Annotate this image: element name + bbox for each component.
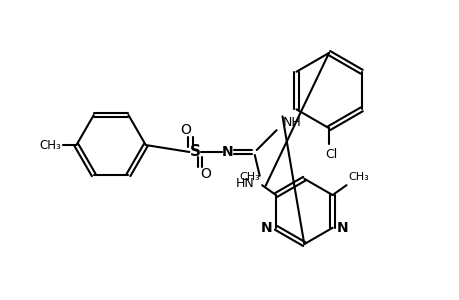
Text: CH₃: CH₃ xyxy=(40,139,62,152)
Text: Cl: Cl xyxy=(324,148,336,161)
Text: N: N xyxy=(336,221,347,235)
Text: O: O xyxy=(199,167,210,181)
Text: O: O xyxy=(179,123,190,137)
Text: HN: HN xyxy=(235,177,254,190)
Text: CH₃: CH₃ xyxy=(348,172,369,182)
Text: S: S xyxy=(190,145,201,160)
Text: NH: NH xyxy=(282,116,301,129)
Text: N: N xyxy=(222,145,233,159)
Text: N: N xyxy=(260,221,271,235)
Text: CH₃: CH₃ xyxy=(239,172,260,182)
